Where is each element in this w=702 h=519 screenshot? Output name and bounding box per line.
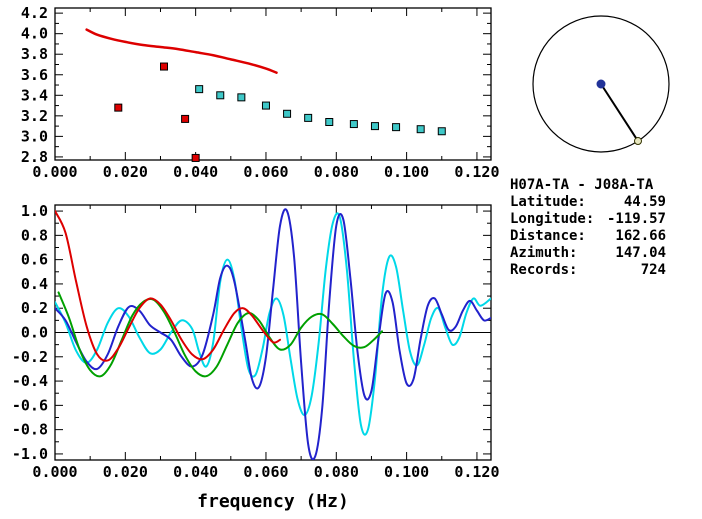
- accepted-picks-point[interactable]: [283, 109, 292, 118]
- info-row: Records: 724: [510, 262, 666, 279]
- x-tick-label: 0.000: [32, 463, 77, 481]
- info-field-label: Distance:: [510, 228, 586, 244]
- accepted-picks-point[interactable]: [370, 122, 379, 131]
- x-tick-label: 0.100: [384, 163, 429, 181]
- accepted-picks-point[interactable]: [349, 120, 358, 129]
- cyan-trace: [55, 212, 491, 436]
- y-tick-label: 0.0: [21, 324, 48, 342]
- y-tick-label: 3.0: [21, 127, 48, 145]
- info-field-label: Records:: [510, 262, 578, 278]
- y-tick-label: -0.8: [12, 421, 48, 439]
- rejected-picks-point[interactable]: [114, 103, 123, 112]
- info-field-value: 44.59: [623, 194, 666, 210]
- green-trace: [57, 291, 383, 378]
- y-tick-label: 4.0: [21, 25, 48, 43]
- y-tick-label: 1.0: [21, 202, 48, 220]
- x-tick-label: 0.020: [103, 163, 148, 181]
- y-tick-label: 0.6: [21, 251, 48, 269]
- info-row: Distance: 162.66: [510, 228, 666, 245]
- x-tick-label: 0.060: [243, 163, 288, 181]
- station-info-fields: Latitude: 44.59 Longitude: -119.57 Distance:…: [510, 194, 666, 279]
- y-tick-label: -1.0: [12, 445, 48, 463]
- info-row: Longitude: -119.57: [510, 211, 666, 228]
- y-tick-label: 0.8: [21, 226, 48, 244]
- accepted-picks-point[interactable]: [437, 127, 446, 136]
- y-tick-label: -0.4: [12, 372, 48, 390]
- dispersion-velocity-chart: 0.000 0.020 0.040 0.060 0.080 0.100 0.120 2.8 3.…: [21, 4, 500, 181]
- x-tick-label: 0.060: [243, 463, 288, 481]
- info-field-value: 162.66: [615, 228, 666, 244]
- accepted-picks-point[interactable]: [392, 123, 401, 132]
- x-tick-label: 0.120: [454, 163, 499, 181]
- info-field-label: Latitude:: [510, 194, 586, 210]
- y-tick-label: 0.2: [21, 299, 48, 317]
- x-tick-label: 0.080: [314, 463, 359, 481]
- x-tick-label: 0.080: [314, 163, 359, 181]
- info-field-label: Longitude:: [510, 211, 595, 227]
- accepted-picks-point[interactable]: [261, 101, 270, 110]
- reference-dispersion-curve: [85, 28, 278, 74]
- accepted-picks-point[interactable]: [195, 85, 204, 94]
- rejected-picks-point[interactable]: [181, 114, 190, 123]
- rejected-picks-point[interactable]: [191, 153, 200, 162]
- accepted-picks-point[interactable]: [325, 118, 334, 126]
- accepted-picks-point[interactable]: [216, 91, 225, 100]
- azimuth-compass-plot: [532, 15, 670, 153]
- info-row: Latitude: 44.59: [510, 194, 666, 211]
- x-tick-label: 0.040: [173, 163, 218, 181]
- accepted-picks-point[interactable]: [416, 125, 425, 134]
- y-tick-label: 3.6: [21, 66, 48, 84]
- blue-trace: [55, 208, 491, 460]
- plot-frame: [54, 204, 492, 461]
- x-axis-title: frequency (Hz): [197, 491, 349, 512]
- x-tick-label: 0.100: [384, 463, 429, 481]
- accepted-picks-point[interactable]: [237, 93, 246, 102]
- plot-frame: [54, 7, 492, 161]
- red-trace: [55, 210, 282, 362]
- station1-dot: [596, 79, 606, 89]
- y-tick-label: -0.2: [12, 348, 48, 366]
- info-field-value: -119.57: [606, 211, 666, 227]
- x-tick-label: 0.040: [173, 463, 218, 481]
- y-tick-label: 3.8: [21, 45, 48, 63]
- y-tick-label: 4.2: [21, 4, 48, 22]
- y-tick-label: 3.4: [21, 86, 48, 104]
- x-tick-label: 0.120: [454, 463, 499, 481]
- rejected-picks-point[interactable]: [160, 62, 168, 71]
- station-pair-label: H07A-TA - J08A-TA: [510, 177, 654, 193]
- info-field-value: 724: [640, 262, 666, 278]
- great-circle-outline: [532, 15, 670, 153]
- x-tick-label: 0.000: [32, 163, 77, 181]
- x-tick-label: 0.020: [103, 463, 148, 481]
- info-field-label: Azimuth:: [510, 245, 578, 261]
- station2-marker: [633, 137, 642, 146]
- station-info-panel: H07A-TA - J08A-TA Latitude: 44.59 Longitud…: [510, 177, 666, 279]
- azimuth-line: [600, 83, 639, 142]
- info-row: Azimuth: 147.04: [510, 245, 666, 262]
- y-tick-label: -0.6: [12, 396, 48, 414]
- y-tick-label: 2.8: [21, 148, 48, 166]
- info-field-value: 147.04: [615, 245, 666, 261]
- y-tick-label: 0.4: [21, 275, 48, 293]
- accepted-picks-point[interactable]: [304, 113, 313, 122]
- y-tick-label: 3.2: [21, 107, 48, 125]
- spectra-waveform-chart: 0.000 0.020 0.040 0.060 0.080 0.100 0.120 -1.0 -…: [12, 202, 500, 512]
